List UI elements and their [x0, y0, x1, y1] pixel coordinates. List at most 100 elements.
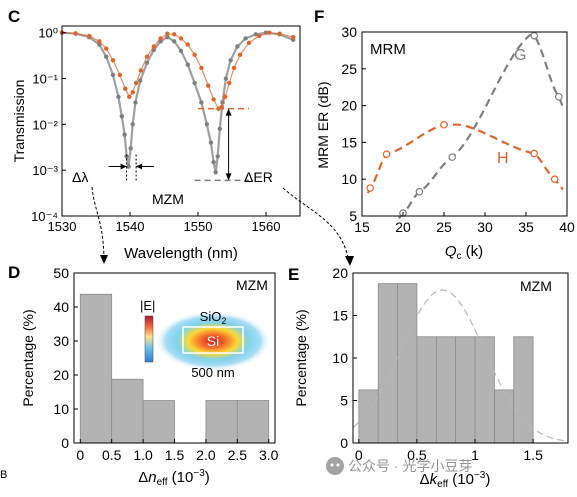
panel-d-y-tick-label: 0 — [61, 435, 69, 451]
panel-c-point-s1 — [223, 94, 228, 99]
panel-e-x-tick-label: 0.5 — [407, 447, 427, 463]
panel-f-x-tick-label: 20 — [395, 219, 411, 235]
panel-d-axes: 0 0.5 1.0 1.5 2.0 2.5 3.0 0 10 20 30 40 50 — [53, 265, 278, 463]
panel-e-x-tick-label: 0 — [355, 447, 363, 463]
connector-c-to-d — [91, 186, 105, 263]
panel-f-point-G — [415, 187, 424, 196]
panel-c-point-s0 — [165, 34, 170, 40]
panel-f-axes: 15 20 25 30 35 40 5 10 15 20 25 30 — [341, 24, 575, 235]
panel-letter-f: F — [314, 7, 324, 26]
panel-c-point-s1 — [127, 94, 132, 99]
panel-f-x-tick-label: 35 — [518, 219, 534, 235]
panel-c-point-s1 — [206, 83, 211, 88]
panel-c-point-s0 — [97, 42, 102, 47]
panel-c-point-s0 — [211, 159, 216, 165]
panel-c-point-s1 — [291, 34, 296, 40]
panel-f-y-tick-label: 20 — [341, 98, 357, 114]
panel-e-data — [352, 283, 569, 444]
panel-c-point-s0 — [228, 58, 233, 63]
panel-c-mzm-label: MZM — [152, 191, 184, 207]
panel-f-point-H — [366, 184, 375, 192]
panel-c-point-s0 — [192, 80, 197, 86]
panel-c-point-s0 — [208, 140, 214, 145]
watermark-icon — [326, 457, 344, 475]
inset-core-label: Si — [207, 333, 219, 349]
panel-c-point-s0 — [130, 122, 135, 127]
panel-letter-b: B — [0, 469, 7, 481]
panel-d-x-tick-label: 2.0 — [196, 447, 216, 463]
panel-c-point-s1 — [199, 65, 204, 71]
panel-c-point-s1 — [73, 31, 78, 36]
panel-e-y-tick-label: 0 — [340, 435, 348, 451]
panel-d-inset: |E| SiO2 Si 500 nm — [140, 298, 271, 380]
panel-d-y-tick-label: 50 — [53, 265, 69, 281]
panel-c-point-s1 — [172, 32, 177, 37]
panel-e-y-axis-label: Percentage (%) — [293, 309, 309, 406]
panel-f-scatter: 15 20 25 30 35 40 5 10 15 20 25 30 MRM G H Qc (k) M… — [315, 24, 575, 262]
inset-mode-field — [155, 311, 271, 371]
panel-f-fit-H — [366, 123, 564, 194]
panel-c-data — [59, 30, 296, 183]
panel-f-point-H — [530, 149, 539, 158]
panel-f-data — [366, 31, 564, 220]
panel-c-point-s0 — [122, 132, 127, 137]
panel-c-point-s0 — [199, 100, 204, 105]
panel-e-bar — [494, 389, 515, 444]
panel-letter-d: D — [8, 263, 20, 282]
panel-c-point-s0 — [217, 126, 222, 131]
panel-c-delta-lambda-label: Δλ — [72, 169, 88, 185]
panel-c-point-s0 — [126, 164, 131, 169]
panel-c-y-tick-label: 10⁻² — [32, 117, 58, 132]
panel-c-series-line-1 — [61, 32, 294, 110]
panel-e-y-tick-label: 10 — [332, 350, 348, 366]
panel-c-point-s1 — [123, 86, 128, 91]
panel-c-point-s1 — [178, 36, 184, 41]
watermark-icon-dot-1 — [330, 463, 334, 467]
panel-f-fit-G — [398, 33, 564, 220]
panel-f-y-tick-label: 5 — [349, 208, 357, 224]
panel-d-bar — [205, 400, 238, 444]
panel-c-y-tick-label: 10⁻¹ — [32, 72, 58, 87]
panel-c-point-s1 — [165, 31, 170, 36]
panel-c-axes: 1530 1540 1550 1560 10⁰ 10⁻¹ 10⁻² 10⁻³ 10⁻⁴ — [31, 26, 280, 234]
panel-c-point-s1 — [117, 72, 123, 78]
panel-c-point-s1 — [144, 54, 150, 59]
panel-d-bar — [79, 293, 113, 444]
panel-f-x-tick-label: 25 — [436, 219, 452, 235]
panel-f-point-G — [448, 153, 457, 161]
panel-e-bar — [397, 283, 418, 444]
inset-si-core — [182, 326, 244, 354]
panel-e-y-tick-label: 20 — [332, 265, 348, 281]
panel-c-y-tick-label: 10⁻³ — [32, 163, 58, 178]
panel-d-mzm-label: MZM — [236, 277, 268, 293]
panel-c-point-s1 — [246, 40, 252, 46]
panel-d-y-tick-label: 30 — [53, 333, 69, 349]
panel-c-point-s1 — [87, 33, 92, 39]
panel-f-x-tick-label: 15 — [354, 219, 370, 235]
panel-c-point-s1 — [257, 33, 262, 39]
panel-c-point-s0 — [178, 48, 184, 54]
panel-letter-e: E — [288, 265, 299, 284]
panel-c-point-s1 — [130, 90, 135, 95]
panel-f-mrm-label: MRM — [370, 41, 406, 58]
panel-d-y-tick-label: 10 — [53, 401, 69, 417]
watermark-icon-dot-2 — [336, 463, 340, 467]
panel-f-x-tick-label: 30 — [477, 219, 493, 235]
panel-d-x-tick-label: 3.0 — [259, 447, 279, 463]
panel-f-y-axis-label: MRM ER (dB) — [315, 81, 331, 168]
panel-c-x-tick-label: 1560 — [252, 219, 281, 234]
panel-c-y-tick-label: 10⁰ — [38, 26, 58, 41]
panel-c-point-s0 — [213, 170, 218, 175]
panel-e-bar — [358, 389, 379, 444]
panel-e-x-tick-label: 1.5 — [523, 447, 543, 463]
panel-e-bar — [416, 336, 437, 444]
panel-d-x-tick-label: 0.5 — [102, 447, 122, 463]
panel-d-x-tick-label: 1.0 — [133, 447, 153, 463]
panel-f-point-H — [440, 120, 448, 129]
panel-c-point-s1 — [267, 30, 272, 35]
panel-c-point-s1 — [158, 36, 163, 41]
panel-c-y-tick-label: 10⁻⁴ — [31, 209, 58, 224]
panel-c-er-arrowhead-top — [225, 108, 232, 116]
panel-d-histogram: |E| SiO2 Si 500 nm 0 0.5 1.0 1.5 2.0 2.5 3.0 0 1… — [20, 265, 279, 488]
